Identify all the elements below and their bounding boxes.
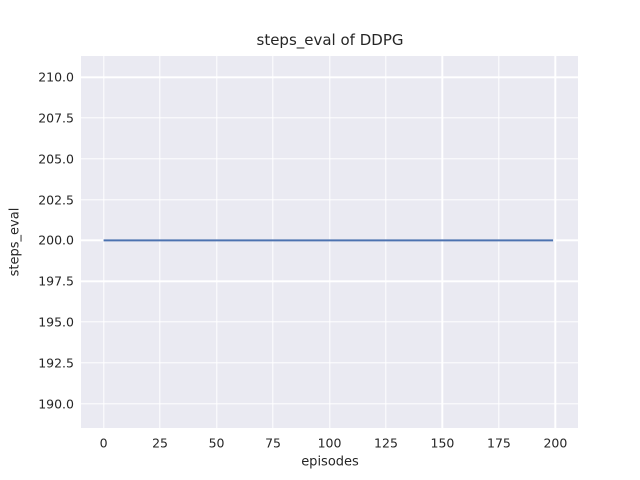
y-tick-label: 197.5	[38, 273, 74, 289]
x-tick-label: 25	[152, 435, 169, 451]
x-gridline	[102, 56, 105, 428]
x-tick-label: 125	[374, 435, 398, 451]
x-tick-label: 200	[543, 435, 568, 451]
chart-title: steps_eval of DDPG	[256, 31, 404, 49]
x-gridline	[498, 56, 500, 428]
x-gridline	[441, 56, 444, 428]
x-gridline	[328, 56, 331, 428]
y-tick-label: 207.5	[38, 110, 74, 126]
y-gridline	[81, 158, 578, 160]
y-tick-label: 205.0	[38, 151, 74, 167]
x-gridline	[272, 56, 274, 428]
x-gridline	[554, 56, 557, 428]
y-tick-label: 210.0	[38, 69, 74, 85]
x-gridline	[215, 56, 218, 428]
y-gridline	[81, 321, 578, 323]
x-tick-label: 50	[208, 435, 225, 451]
x-tick-label: 150	[430, 435, 455, 451]
y-gridline	[81, 362, 578, 364]
y-gridline	[81, 198, 578, 201]
x-tick-label: 100	[317, 435, 342, 451]
x-tick-label: 75	[265, 435, 281, 451]
y-tick-label: 195.0	[38, 314, 74, 330]
y-gridline	[81, 76, 578, 78]
plot-area	[81, 56, 578, 428]
y-tick-label: 190.0	[38, 396, 74, 412]
x-axis-label: episodes	[301, 454, 359, 470]
x-tick-label: 0	[99, 435, 108, 451]
y-tick-label: 192.5	[38, 355, 74, 371]
y-gridline	[81, 280, 578, 282]
x-gridline	[159, 56, 161, 428]
data-series-layer	[103, 239, 554, 242]
y-gridline	[81, 117, 578, 119]
y-gridline	[81, 402, 578, 405]
x-tick-label: 175	[486, 435, 511, 451]
x-gridline	[385, 56, 387, 428]
y-tick-label: 200.0	[38, 232, 74, 248]
y-tick-label: 202.5	[38, 192, 74, 208]
